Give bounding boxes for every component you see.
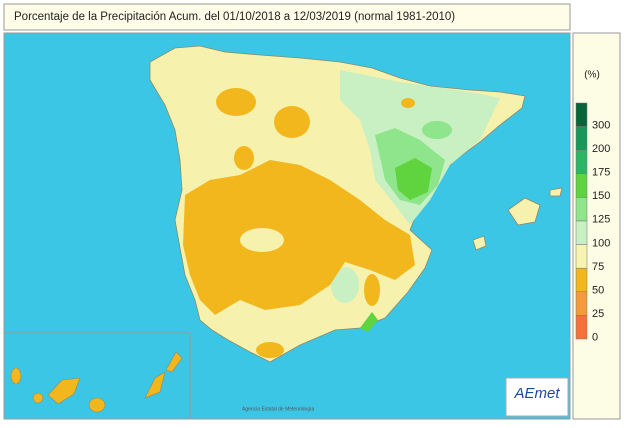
humid-zone xyxy=(422,121,452,139)
legend-swatch xyxy=(575,149,588,175)
island xyxy=(165,351,183,373)
legend-swatch xyxy=(575,244,588,269)
island xyxy=(144,371,166,399)
logo: AEmet xyxy=(513,385,560,402)
dry-zone xyxy=(216,88,256,116)
island xyxy=(549,187,563,197)
legend-unit: (%) xyxy=(584,70,600,81)
island xyxy=(32,392,44,404)
dry-zone xyxy=(256,342,284,358)
legend-label: 150 xyxy=(592,190,610,202)
legend-label: 25 xyxy=(592,308,604,320)
caption: Agencia Estatal de Meteorología xyxy=(242,406,314,412)
legend-swatch xyxy=(575,197,588,222)
title: Porcentaje de la Precipitación Acum. del… xyxy=(14,11,455,23)
legend-label: 100 xyxy=(592,237,610,249)
legend-swatch xyxy=(575,291,588,316)
logo-box xyxy=(505,377,569,417)
legend-swatch xyxy=(575,267,588,293)
legend-label: 125 xyxy=(592,214,610,226)
legend-swatch xyxy=(575,315,588,340)
legend-label: 300 xyxy=(592,119,610,131)
legend-label: 50 xyxy=(592,285,604,297)
island xyxy=(10,367,22,385)
dry-zone xyxy=(274,106,310,138)
dry-zone xyxy=(183,160,415,315)
legend-label: 200 xyxy=(592,143,610,155)
legend-swatch xyxy=(575,126,588,151)
legend-label: 175 xyxy=(592,167,610,179)
dry-zone-gap xyxy=(240,228,284,252)
legend-swatch xyxy=(575,102,588,127)
dry-zone xyxy=(234,146,254,170)
humid-zone xyxy=(360,312,378,332)
legend-swatch xyxy=(575,220,588,245)
legend-swatch xyxy=(575,173,588,198)
island xyxy=(47,377,81,405)
dry-zone xyxy=(401,98,415,108)
legend-label: 0 xyxy=(592,332,598,344)
island xyxy=(472,235,487,251)
island xyxy=(507,197,541,226)
title-box xyxy=(3,3,571,31)
humid-zone xyxy=(395,158,432,200)
island xyxy=(88,397,106,413)
legend: 300 200 175 150 125 100 75 50 25 0 xyxy=(575,102,610,344)
humid-zone xyxy=(331,267,359,303)
legend-label: 75 xyxy=(592,261,604,273)
dry-zone xyxy=(364,274,380,306)
